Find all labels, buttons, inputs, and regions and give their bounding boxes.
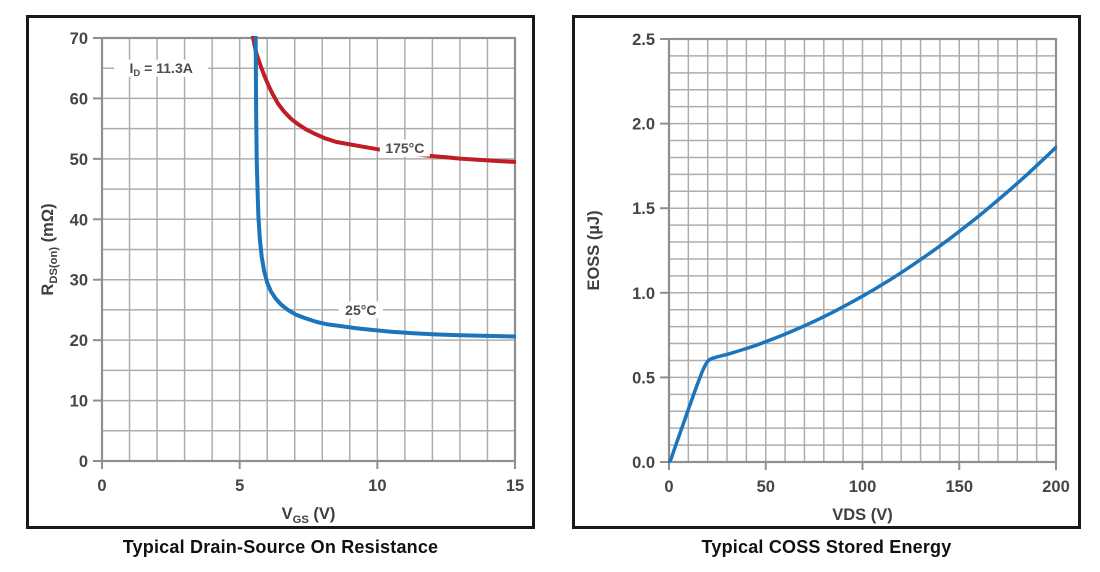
annotation-label: ID = 11.3A <box>130 60 193 79</box>
y-tick-label: 1.5 <box>632 200 655 218</box>
eoss-chart-panel: 0 50 100 150 200 0.0 0.5 1.0 1.5 2.0 2.5 VDS (V) EOS… <box>572 15 1081 529</box>
x-tick-label: 100 <box>849 478 877 496</box>
tick-labels: 0 5 10 15 0 10 20 30 40 50 60 70 <box>70 30 525 495</box>
x-tick-label: 0 <box>664 478 673 496</box>
y-axis-label: RDS(on) (mΩ) <box>39 203 60 295</box>
x-tick-label: 15 <box>506 477 524 495</box>
y-tick-label: 0.0 <box>632 454 655 472</box>
x-axis-label: VDS (V) <box>832 506 893 524</box>
eoss-chart-svg: 0 50 100 150 200 0.0 0.5 1.0 1.5 2.0 2.5 VDS (V) EOS… <box>585 31 1070 524</box>
y-tick-label: 60 <box>70 90 88 108</box>
x-tick-label: 50 <box>757 478 775 496</box>
y-tick-label: 0.5 <box>632 369 655 387</box>
y-tick-label: 2.0 <box>632 116 655 134</box>
y-tick-label: 20 <box>70 332 88 350</box>
y-tick-label: 30 <box>70 272 88 290</box>
y-tick-label: 50 <box>70 151 88 169</box>
grid-lines <box>101 37 516 462</box>
x-tick-label: 200 <box>1042 478 1070 496</box>
x-tick-label: 0 <box>97 477 106 495</box>
y-tick-label: 40 <box>70 211 88 229</box>
y-axis-label: EOSS (µJ) <box>585 210 603 290</box>
x-axis-label: VGS (V) <box>282 505 336 526</box>
annotation-label: 175°C <box>385 140 424 156</box>
y-tick-label: 0 <box>79 453 88 471</box>
plot-frame <box>100 36 517 463</box>
y-tick-label: 1.0 <box>632 285 655 303</box>
y-tick-label: 2.5 <box>632 31 655 49</box>
tick-labels: 0 50 100 150 200 0.0 0.5 1.0 1.5 2.0 2.5 <box>632 31 1070 496</box>
x-tick-label: 10 <box>368 477 386 495</box>
rdson-chart-panel: 0 5 10 15 0 10 20 30 40 50 60 70 VGS (V) RDS(on) (mΩ)… <box>26 15 535 529</box>
series-curve-25°C <box>253 36 516 339</box>
tick-marks <box>93 37 516 469</box>
tick-marks <box>660 38 1057 470</box>
series-curve-EOSS <box>668 145 1057 463</box>
chart-title-rdson: Typical Drain-Source On Resistance <box>122 537 439 557</box>
y-tick-label: 70 <box>70 30 88 48</box>
annotation-bg <box>114 59 209 77</box>
chart-title-eoss: Typical COSS Stored Energy <box>701 537 952 557</box>
x-tick-label: 150 <box>945 478 973 496</box>
annotation-bg <box>379 139 430 157</box>
y-tick-label: 10 <box>70 393 88 411</box>
series-curve-175°C <box>250 36 516 164</box>
annotation-bg <box>338 301 383 319</box>
grid-lines <box>668 38 1057 463</box>
annotation-label: 25°C <box>345 302 376 318</box>
x-tick-label: 5 <box>235 477 244 495</box>
rdson-chart-svg: 0 5 10 15 0 10 20 30 40 50 60 70 VGS (V) RDS(on) (mΩ)… <box>39 30 525 526</box>
